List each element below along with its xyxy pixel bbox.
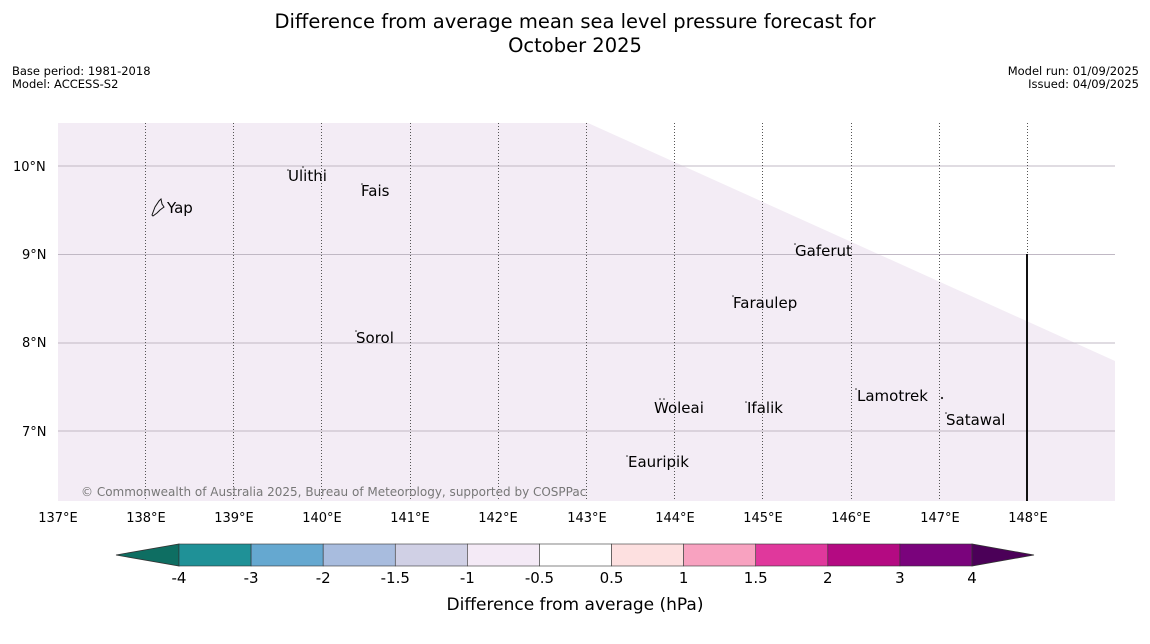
copyright-text: © Commonwealth of Australia 2025, Bureau… (81, 485, 586, 499)
colorbar-cell (250, 543, 324, 567)
ifalik-dot (745, 401, 747, 403)
colorbar-high-extend (971, 543, 1035, 567)
place-sorol: Sorol (356, 329, 394, 347)
colorbar-tick-labels: -4 -3 -2 -1.5 -1 -0.5 0.5 1 1.5 2 3 4 (172, 569, 977, 587)
lat-label-7: 7°N (22, 425, 47, 440)
satawal-dot (945, 412, 947, 414)
colorbar-tick-label: 0.5 (600, 569, 624, 587)
map-title: Difference from average mean sea level p… (0, 10, 1150, 58)
issued-text: Issued: 04/09/2025 (1028, 77, 1139, 91)
colorbar-cell (755, 543, 829, 567)
place-names: Yap Ulithi Fais Gaferut Faraulep Sorol L… (166, 167, 1005, 471)
lat-label-8: 8°N (22, 336, 47, 351)
ulithi-dot-2 (287, 169, 289, 171)
lamotrek-dot (855, 388, 857, 390)
place-satawal: Satawal (946, 411, 1005, 429)
place-lamotrek: Lamotrek (857, 387, 928, 405)
colorbar-cell (394, 543, 468, 567)
colorbar-low-extend (115, 543, 180, 567)
colorbar-tick-label: -1 (460, 569, 475, 587)
colorbar-tick-label: 3 (895, 569, 905, 587)
colorbar-tick-label: -4 (172, 569, 187, 587)
colorbar-tick-label: -0.5 (525, 569, 554, 587)
lamotrek-dot-2 (940, 396, 944, 400)
place-woleai: Woleai (654, 399, 704, 417)
lon-label-140: 140°E (302, 511, 342, 526)
colorbar-tick-label: -1.5 (381, 569, 410, 587)
colorbar-cell (322, 543, 396, 567)
place-ulithi: Ulithi (288, 167, 327, 185)
lat-label-9: 9°N (22, 248, 47, 263)
lon-label-137: 137°E (38, 511, 78, 526)
place-ifalik: Ifalik (747, 399, 783, 417)
colorbar-cell (899, 543, 973, 567)
colorbar-tick-label: -2 (316, 569, 331, 587)
lon-label-146: 146°E (831, 511, 871, 526)
colorbar-cell (467, 543, 540, 567)
lon-label-144: 144°E (655, 511, 695, 526)
title-line-1: Difference from average mean sea level p… (274, 10, 876, 33)
faraulep-dot (732, 295, 734, 297)
meta-left: Base period: 1981-2018 Model: ACCESS-S2 (12, 65, 151, 91)
colorbar-cell (539, 543, 612, 567)
colorbar-cell (178, 543, 252, 567)
lon-label-148: 148°E (1008, 511, 1048, 526)
colorbar-cell (827, 543, 901, 567)
colorbar-cells (178, 543, 973, 567)
eauripik-dot (626, 455, 628, 457)
colorbar-tick-label: 1.5 (744, 569, 768, 587)
model-run-text: Model run: 01/09/2025 (1007, 64, 1139, 78)
colorbar-tick-label: 1 (679, 569, 689, 587)
lon-label-142: 142°E (478, 511, 518, 526)
island-markers (287, 166, 947, 457)
gaferut-dot (794, 243, 796, 245)
lon-label-139: 139°E (214, 511, 254, 526)
place-gaferut: Gaferut (795, 242, 852, 260)
lon-label-147: 147°E (920, 511, 960, 526)
lon-label-143: 143°E (567, 511, 607, 526)
fais-dot (361, 183, 363, 185)
model-text: Model: ACCESS-S2 (12, 77, 119, 91)
lon-label-145: 145°E (743, 511, 783, 526)
yap-island-shape (151, 197, 165, 217)
meta-right: Model run: 01/09/2025 Issued: 04/09/2025 (1008, 65, 1139, 91)
place-fais: Fais (361, 182, 390, 200)
lon-label-138: 138°E (126, 511, 166, 526)
ulithi-dot (302, 166, 304, 168)
lat-label-10: 10°N (13, 160, 46, 175)
colorbar-title: Difference from average (hPa) (447, 595, 704, 615)
longitude-labels: 137°E 138°E 139°E 140°E 141°E 142°E 143°… (38, 511, 1048, 526)
place-faraulep: Faraulep (733, 294, 797, 312)
colorbar: -4 -3 -2 -1.5 -1 -0.5 0.5 1 1.5 2 3 4 (115, 543, 1035, 587)
colorbar-tick-label: -3 (244, 569, 259, 587)
woleai-dot-2 (663, 398, 665, 400)
colorbar-tick-label: 4 (967, 569, 977, 587)
colorbar-tick-label: 2 (823, 569, 833, 587)
sorol-dot (355, 330, 357, 332)
title-line-2: October 2025 (508, 34, 642, 57)
longitude-gridlines (145, 123, 1028, 501)
place-yap: Yap (166, 199, 193, 217)
colorbar-cell (683, 543, 757, 567)
woleai-dot (659, 398, 661, 400)
base-period-text: Base period: 1981-2018 (12, 64, 151, 78)
lon-label-141: 141°E (390, 511, 430, 526)
place-eauripik: Eauripik (628, 453, 689, 471)
colorbar-cell (611, 543, 684, 567)
